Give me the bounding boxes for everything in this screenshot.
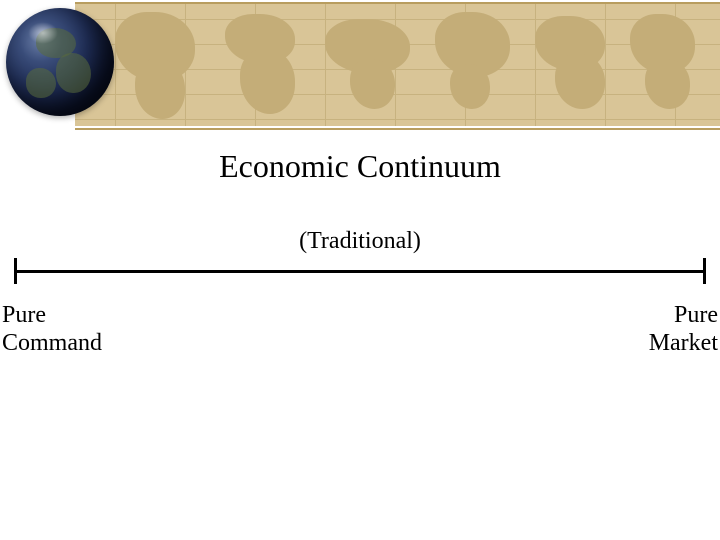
continent-shape xyxy=(350,59,395,109)
middle-label: (Traditional) xyxy=(0,228,720,255)
map-gridline xyxy=(75,119,720,120)
banner xyxy=(0,0,720,130)
globe-land xyxy=(56,53,91,93)
continuum-line xyxy=(14,258,706,284)
banner-underline xyxy=(75,128,720,130)
world-map-strip xyxy=(75,4,720,126)
map-gridline xyxy=(605,4,606,126)
left-tick xyxy=(14,258,17,284)
map-gridline xyxy=(325,4,326,126)
slide-title: Economic Continuum xyxy=(0,148,720,185)
right-label-line2: Market xyxy=(649,330,718,356)
left-label-line1: Pure xyxy=(2,302,46,328)
right-tick xyxy=(703,258,706,284)
continuum-axis xyxy=(14,270,706,273)
left-label-line2: Command xyxy=(2,330,102,356)
continent-shape xyxy=(240,49,295,114)
globe-highlight xyxy=(28,22,58,44)
map-gridline xyxy=(115,4,116,126)
right-label-line1: Pure xyxy=(674,302,718,328)
continent-shape xyxy=(450,64,490,109)
globe-land xyxy=(26,68,56,98)
continent-shape xyxy=(555,54,605,109)
continent-shape xyxy=(135,59,185,119)
left-end-label: Pure Command xyxy=(2,302,102,357)
banner-overline xyxy=(75,2,720,4)
right-end-label: Pure Market xyxy=(649,302,718,357)
globe-icon xyxy=(6,8,114,116)
continent-shape xyxy=(645,59,690,109)
map-gridline xyxy=(535,4,536,126)
